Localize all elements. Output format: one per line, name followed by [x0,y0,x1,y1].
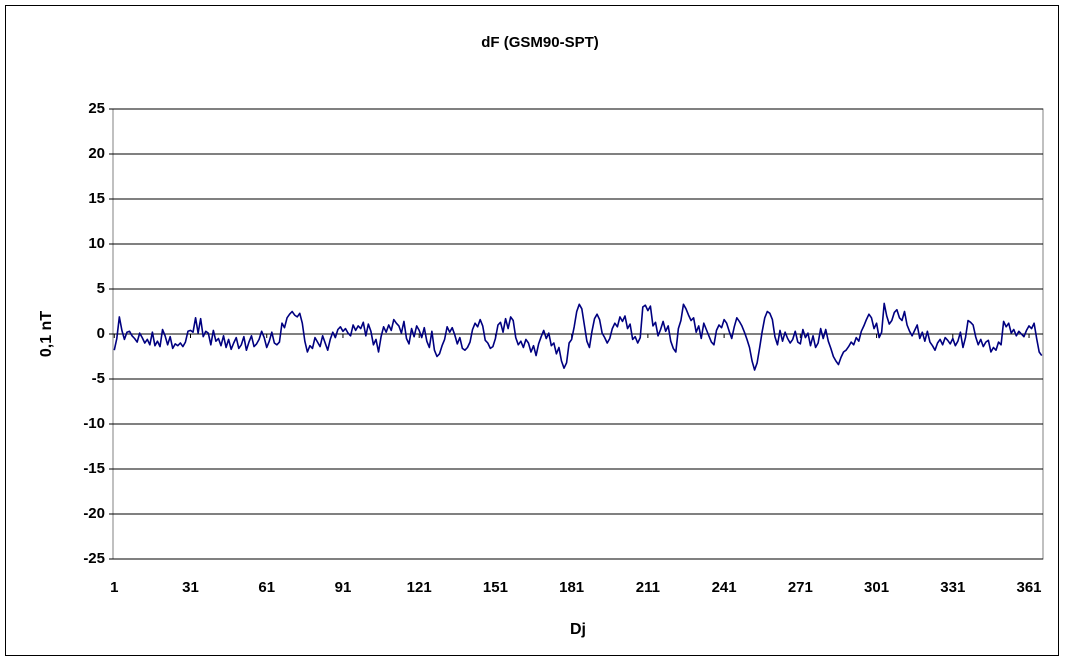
x-tick-label: 151 [483,579,508,596]
x-tick-label: 31 [182,579,199,596]
x-tick-label: 301 [864,579,889,596]
x-tick-label: 91 [335,579,352,596]
y-tick-label: -15 [83,460,105,477]
y-tick-label: -20 [83,505,105,522]
x-tick-label: 241 [712,579,737,596]
x-tick-label: 271 [788,579,813,596]
y-tick-label: 15 [88,190,105,207]
x-axis-title: Dj [570,621,586,638]
x-tick-label: 211 [636,579,660,596]
x-tick-label: 361 [1017,579,1042,596]
y-tick-label: -5 [92,370,105,387]
y-tick-label: 20 [88,145,105,162]
x-tick-label: 331 [940,579,965,596]
y-tick-label: 0 [97,325,105,342]
x-tick-label: 61 [258,579,275,596]
y-tick-label: 5 [97,280,105,297]
y-tick-label: 10 [88,235,105,252]
y-axis-title: 0,1 nT [38,311,55,357]
x-tick-label: 181 [559,579,584,596]
data-line [113,302,1043,371]
y-tick-label: -25 [83,550,105,567]
x-tick-label: 121 [407,579,432,596]
y-tick-label: 25 [88,100,105,117]
y-tick-label: -10 [83,415,105,432]
x-tick-label: 1 [110,579,118,596]
chart-title: dF (GSM90-SPT) [481,34,599,51]
